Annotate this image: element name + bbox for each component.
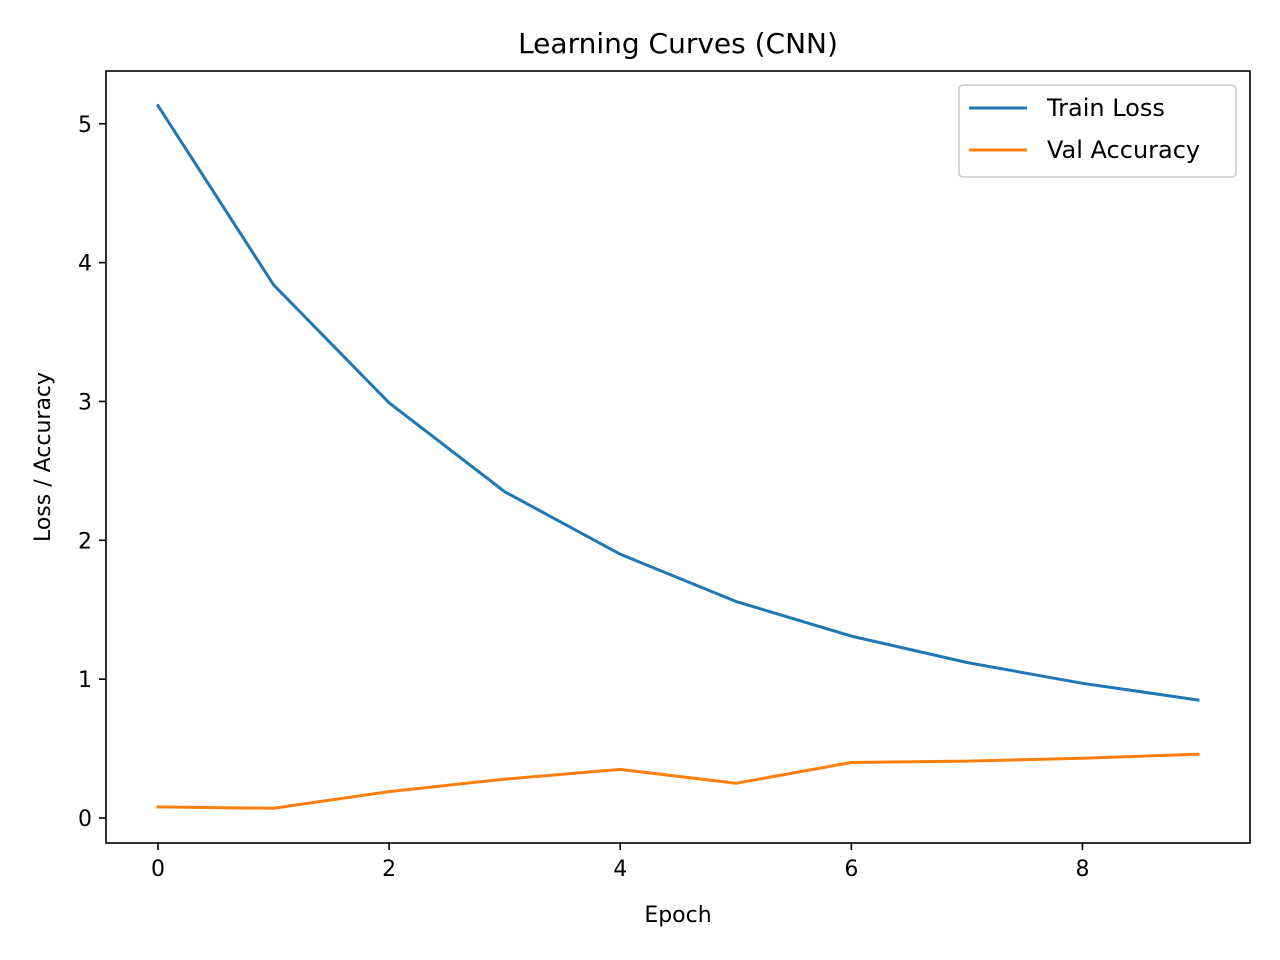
y-tick-label: 3 <box>78 390 92 415</box>
y-tick-label: 1 <box>78 668 92 693</box>
x-tick-label: 2 <box>382 857 396 882</box>
y-tick-label: 2 <box>78 529 92 554</box>
y-tick-label: 4 <box>78 252 92 277</box>
plot-area: 0 2 4 6 8 0 1 2 3 4 5 <box>78 70 1251 882</box>
axes-frame <box>105 70 1251 844</box>
x-tick-label: 0 <box>151 857 165 882</box>
chart-title: Learning Curves (CNN) <box>518 27 838 60</box>
x-tick-label: 4 <box>613 857 627 882</box>
legend-label: Val Accuracy <box>1047 136 1200 164</box>
y-tick-label: 0 <box>78 807 92 832</box>
legend-label: Train Loss <box>1046 94 1165 122</box>
x-tick-label: 8 <box>1075 857 1089 882</box>
y-tick-label: 5 <box>78 113 92 138</box>
series-line-train-loss <box>155 103 1200 702</box>
y-axis-label: Loss / Accuracy <box>31 372 56 542</box>
x-axis-label: Epoch <box>644 903 711 928</box>
legend: Train Loss Val Accuracy <box>958 84 1237 178</box>
series-line-val-accuracy <box>156 752 1200 810</box>
x-tick-label: 6 <box>844 857 858 882</box>
legend-box <box>958 84 1237 178</box>
